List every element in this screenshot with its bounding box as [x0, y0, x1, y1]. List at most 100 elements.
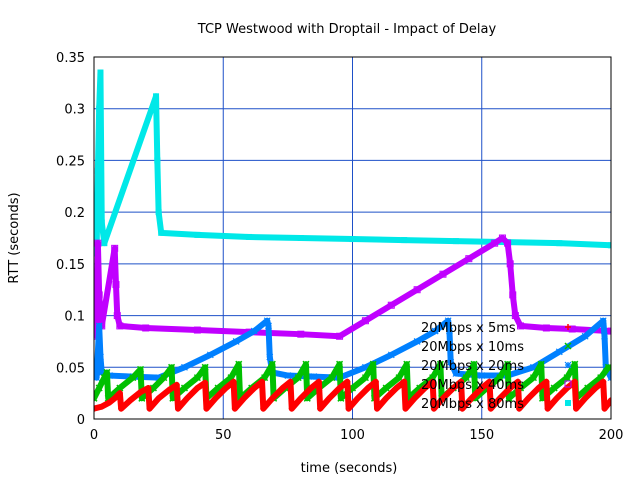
data-point — [393, 384, 400, 391]
data-point — [430, 405, 437, 412]
y-tick-label: 0.1 — [64, 310, 85, 325]
data-point — [535, 384, 542, 391]
data-point — [505, 394, 513, 402]
legend-label: 20Mbps x 5ms — [421, 321, 516, 336]
y-axis-label: RTT (seconds) — [7, 192, 22, 283]
data-point — [168, 363, 176, 371]
x-tick-label: 50 — [215, 428, 232, 443]
data-point — [230, 378, 237, 385]
data-point — [444, 317, 452, 325]
data-point — [601, 405, 608, 412]
data-point — [240, 395, 247, 402]
data-point — [439, 395, 446, 402]
data-point — [250, 327, 258, 335]
data-point — [175, 405, 182, 412]
data-point — [592, 384, 599, 391]
data-point — [599, 317, 607, 325]
data-point — [118, 405, 125, 412]
data-point — [263, 317, 271, 325]
data-point — [362, 363, 369, 371]
data-point — [95, 291, 103, 299]
series-band — [94, 361, 611, 402]
data-point — [173, 381, 180, 388]
y-tick-label: 0 — [77, 413, 85, 428]
data-point — [100, 374, 108, 382]
data-point — [336, 360, 344, 368]
data-point — [201, 363, 209, 371]
data-point — [232, 338, 240, 345]
data-point — [145, 384, 152, 391]
data-point — [116, 390, 123, 397]
data-point — [94, 374, 101, 382]
data-point — [496, 374, 504, 382]
data-point — [564, 384, 571, 391]
data-point — [387, 301, 395, 309]
data-point — [194, 384, 201, 391]
data-point — [111, 244, 119, 252]
data-point — [155, 209, 162, 216]
data-point — [365, 384, 372, 391]
tick-labels: 0 50 100 150 200 0 0.05 0.1 0.15 0.2 0.25 0.3 0.35 — [56, 51, 623, 443]
data-point — [97, 69, 104, 76]
data-point — [153, 93, 160, 100]
data-point — [361, 374, 369, 382]
data-point — [297, 330, 305, 338]
legend-item: 20Mbps x 40ms — [421, 378, 572, 393]
data-point — [571, 360, 579, 368]
y-tick-label: 0.25 — [56, 154, 85, 169]
data-point — [372, 378, 379, 385]
data-point — [337, 394, 345, 402]
data-point — [436, 360, 444, 368]
legend-marker — [564, 380, 572, 388]
data-point — [266, 353, 274, 361]
data-point — [154, 157, 161, 164]
data-point — [328, 374, 336, 382]
chart-title: TCP Westwood with Droptail - Impact of D… — [197, 22, 497, 37]
data-point — [452, 238, 459, 245]
plot-frame — [93, 56, 612, 420]
data-point — [446, 327, 453, 335]
legend-item: 20Mbps x 20ms — [421, 359, 572, 374]
series-band — [94, 69, 611, 257]
data-point — [302, 360, 310, 368]
data-point — [94, 405, 97, 412]
data-point — [507, 384, 514, 391]
data-point — [447, 358, 455, 366]
data-point — [465, 255, 473, 263]
data-point — [550, 384, 558, 392]
data-point — [94, 394, 98, 402]
legend-label: 20Mbps x 40ms — [421, 378, 524, 393]
data-point — [487, 405, 494, 412]
data-point — [439, 270, 447, 278]
data-point — [142, 324, 150, 332]
data-point — [294, 374, 302, 382]
data-point — [403, 360, 411, 368]
data-point — [251, 384, 258, 391]
legend-marker — [565, 324, 571, 330]
data-point — [279, 384, 286, 391]
data-point — [555, 348, 563, 356]
data-point — [544, 405, 551, 412]
x-tick-label: 200 — [599, 428, 624, 443]
data-point — [184, 395, 191, 402]
data-point — [402, 405, 409, 412]
legend-marker — [565, 400, 571, 406]
data-point — [297, 395, 304, 402]
legend-label: 20Mbps x 20ms — [421, 359, 524, 374]
series-1 — [94, 378, 611, 412]
data-point — [326, 395, 333, 402]
data-point — [127, 397, 134, 404]
legend-marker — [564, 342, 572, 350]
data-point — [504, 360, 512, 368]
data-point — [260, 405, 267, 412]
data-point — [106, 399, 113, 406]
data-point — [450, 384, 457, 391]
data-point — [530, 363, 537, 371]
data-point — [203, 405, 210, 412]
data-point — [431, 327, 439, 335]
series-layer — [94, 69, 611, 412]
data-point — [155, 374, 163, 382]
y-tick-label: 0.05 — [56, 361, 85, 376]
data-point — [129, 374, 137, 382]
data-point — [259, 378, 266, 385]
